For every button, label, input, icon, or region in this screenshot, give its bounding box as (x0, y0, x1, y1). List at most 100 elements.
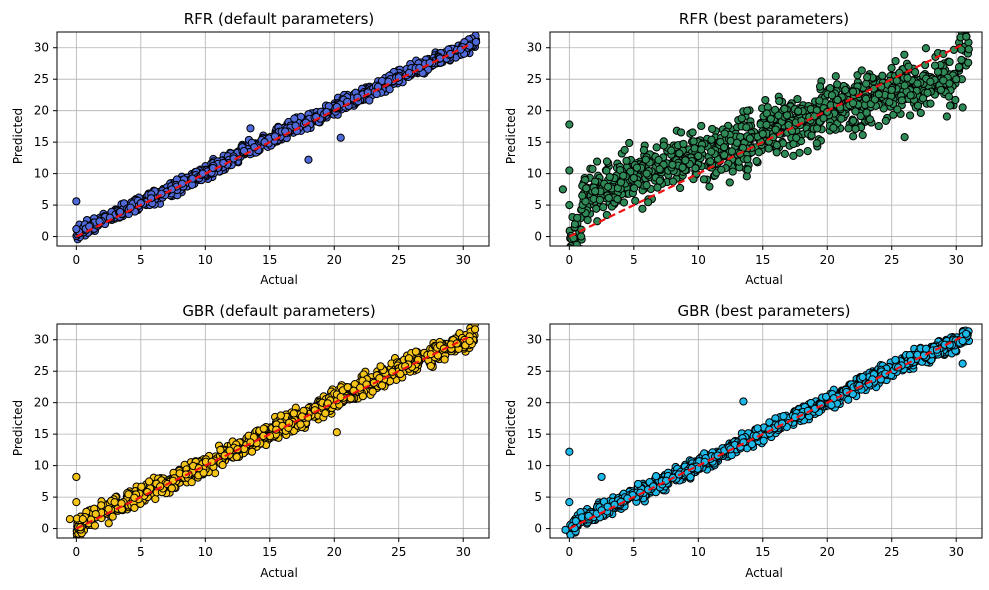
data-point (962, 32, 971, 41)
data-point (629, 173, 638, 183)
data-point (90, 521, 100, 530)
y-axis-label: Predicted (11, 400, 25, 456)
data-point (321, 409, 330, 418)
data-point (626, 167, 635, 176)
data-point (385, 85, 394, 94)
data-point (137, 482, 146, 491)
data-point (613, 194, 622, 204)
data-point (849, 116, 858, 125)
data-point (199, 468, 208, 477)
data-point (471, 37, 481, 47)
data-point (964, 45, 973, 54)
data-point (963, 22, 970, 29)
data-point (960, 32, 966, 34)
data-point (706, 157, 715, 166)
data-point (690, 144, 699, 153)
data-point (629, 184, 639, 193)
data-point (916, 108, 925, 118)
outlier-point (900, 133, 909, 142)
x-tick-label: 10 (198, 253, 213, 267)
subplot-title: GBR (default parameters) (182, 302, 375, 320)
data-point (913, 101, 923, 110)
data-point (667, 146, 676, 155)
data-point (831, 72, 840, 81)
y-tick-label: 30 (34, 41, 49, 55)
data-point (578, 249, 585, 256)
x-tick-label: 5 (137, 253, 145, 267)
data-point (605, 172, 614, 182)
x-tick-label: 15 (755, 545, 770, 559)
y-tick-label: 0 (41, 230, 49, 244)
data-point (893, 105, 902, 114)
data-point (707, 135, 716, 144)
x-tick-label: 0 (566, 253, 574, 267)
data-point (794, 107, 803, 116)
data-point (619, 198, 629, 207)
data-point (104, 519, 113, 528)
data-point (742, 123, 751, 132)
data-point (926, 77, 935, 86)
data-point (130, 493, 139, 502)
data-point (764, 144, 773, 153)
reference-line (568, 43, 964, 238)
data-point (857, 66, 866, 75)
data-point (752, 156, 761, 166)
outlier-point (565, 120, 574, 129)
data-point (675, 149, 684, 158)
data-point (668, 160, 677, 169)
y-axis-label: Predicted (11, 108, 25, 164)
data-point (772, 148, 781, 157)
data-point (705, 182, 714, 191)
data-point (699, 175, 708, 184)
data-point (961, 22, 968, 29)
y-tick-label: 10 (34, 459, 49, 473)
data-point (571, 516, 580, 526)
x-tick-label: 10 (691, 253, 706, 267)
x-axis-label: Actual (745, 566, 783, 580)
outlier-point (565, 166, 574, 175)
data-point (885, 98, 894, 107)
data-point (602, 166, 611, 175)
data-point (737, 114, 746, 123)
x-tick-label: 10 (691, 545, 706, 559)
data-point (632, 163, 642, 172)
data-point (900, 81, 909, 90)
reference-line (568, 335, 964, 530)
data-point (780, 104, 789, 114)
data-point (641, 155, 650, 164)
y-tick-label: 30 (34, 333, 49, 347)
data-point (900, 50, 909, 59)
data-point (595, 195, 605, 205)
data-point (921, 44, 931, 53)
data-points (558, 22, 973, 256)
outlier-point (561, 525, 570, 534)
data-point (812, 139, 821, 148)
data-point (743, 106, 752, 115)
y-tick-label: 25 (34, 72, 49, 86)
data-point (887, 85, 896, 95)
x-tick-label: 5 (137, 545, 145, 559)
subplot-title: GBR (best parameters) (677, 302, 850, 320)
outlier-point (565, 200, 574, 210)
y-tick-label: 20 (34, 104, 49, 118)
data-point (642, 169, 651, 178)
x-tick-label: 15 (262, 253, 277, 267)
data-point (945, 57, 954, 67)
outlier-point (72, 197, 81, 206)
data-point (622, 156, 631, 165)
data-point (829, 123, 838, 132)
data-point (771, 125, 780, 134)
data-point (91, 509, 100, 519)
data-point (742, 172, 751, 181)
x-tick-label: 25 (884, 545, 899, 559)
data-point (296, 420, 305, 429)
data-point (841, 85, 850, 95)
y-tick-label: 0 (41, 522, 49, 536)
data-point (905, 111, 915, 120)
x-tick-label: 20 (820, 253, 835, 267)
data-points (65, 324, 480, 538)
data-point (780, 149, 789, 159)
data-point (167, 484, 176, 493)
data-point (954, 62, 964, 72)
